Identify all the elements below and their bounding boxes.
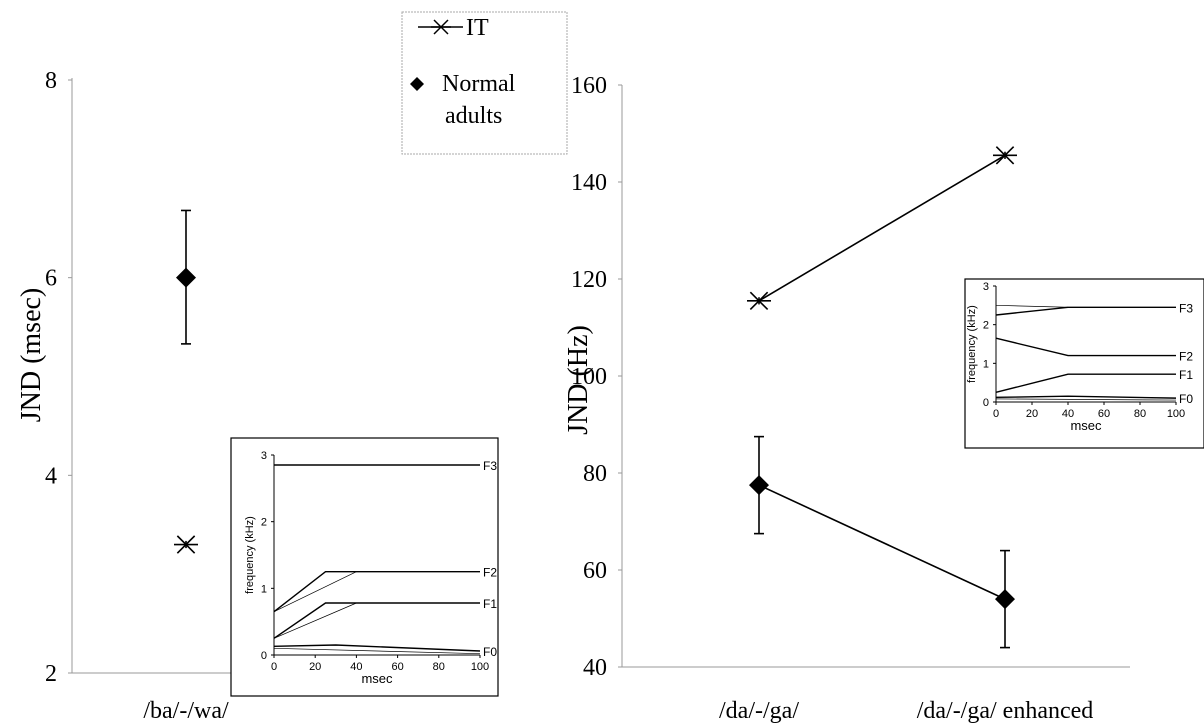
left-inset-formant-line (273, 570, 480, 613)
legend-diamond-icon (410, 77, 424, 91)
right-inset-formant-label: F2 (1179, 350, 1193, 364)
left-x-categories: /ba/-/wa/ (143, 698, 229, 724)
left-y-axis-label: JND (msec) (16, 288, 47, 423)
right-inset-y-tick-label: 0 (983, 397, 989, 409)
right-inset-x-tick-label: 60 (1098, 408, 1110, 420)
right-inset-x-tick-label: 0 (993, 408, 999, 420)
legend-box (401, 11, 568, 155)
right-inset-x-tick-label: 80 (1134, 408, 1146, 420)
right-inset-y-label: frequency (kHz) (966, 305, 978, 383)
left-y-tick-label: 6 (45, 266, 57, 292)
left-inset-x-label: msec (361, 671, 393, 686)
right-normal-point (995, 589, 1015, 610)
left-inset-formant-line (273, 602, 480, 639)
legend-item-it: IT (418, 15, 489, 41)
left-inset-formant-line (273, 602, 357, 639)
right-y-tick-label: 120 (571, 267, 607, 293)
left-inset-y-label: frequency (kHz) (244, 516, 256, 594)
right-y-tick-label: 140 (571, 170, 607, 196)
right-inset-formant-line (995, 304, 1069, 308)
right-it-point (993, 146, 1017, 165)
right-normal-point (749, 475, 769, 496)
left-inset-formant-line (273, 571, 357, 612)
right-x-category-label: /da/-/ga/ (719, 698, 799, 724)
legend-item-normal-adults: Normal adults (410, 71, 516, 129)
right-inset-x-tick-label: 40 (1062, 408, 1074, 420)
left-inset: 0 1 2 3 0 20 40 60 80 100 msec frequency (kHz) F3 F2 F… (230, 437, 499, 697)
right-y-tick-label: 100 (571, 364, 607, 390)
left-inset-y-tick-label: 3 (261, 450, 267, 462)
left-inset-formant-line (273, 644, 481, 652)
right-inset-formant-line (995, 337, 1176, 357)
left-inset-x-tick-label: 20 (309, 661, 321, 673)
right-inset-formant-label: F0 (1179, 392, 1193, 406)
right-x-category-label: /da/-/ga/ enhanced (917, 698, 1094, 724)
right-y-ticks: 40 60 80 100 120 140 160 (571, 73, 622, 681)
legend-label-adults: adults (445, 103, 502, 129)
left-inset-x-tick-label: 60 (391, 661, 403, 673)
right-marks (747, 146, 1017, 649)
left-y-ticks: 2 4 6 8 (45, 68, 72, 687)
right-y-tick-label: 60 (583, 558, 607, 584)
left-inset-formant-label: F0 (483, 645, 497, 659)
right-y-tick-label: 40 (583, 655, 607, 681)
right-inset-x-label: msec (1070, 418, 1102, 433)
right-x-categories: /da/-/ga/ /da/-/ga/ enhanced (719, 698, 1093, 724)
left-inset-x-tick-label: 0 (271, 661, 277, 673)
legend-label-normal: Normal (442, 71, 516, 97)
right-inset-formant-label: F1 (1179, 368, 1193, 382)
right-inset-formant-line (995, 395, 1177, 399)
left-inset-y-tick-label: 1 (261, 583, 267, 595)
right-y-axis-label: JND (Hz) (563, 325, 594, 435)
right-inset-formant-line (995, 373, 1176, 394)
left-inset-box (230, 437, 499, 697)
left-inset-y-tick-label: 2 (261, 517, 267, 529)
right-inset-y-tick-label: 3 (983, 281, 989, 293)
right-inset-formant-line (995, 398, 1177, 401)
left-inset-formant-label: F2 (483, 566, 497, 580)
right-y-tick-label: 160 (571, 73, 607, 99)
legend-asterisk-icon (431, 19, 451, 35)
left-inset-x-tick-label: 100 (471, 661, 489, 673)
left-normal-point (176, 267, 196, 288)
right-inset-y-tick-label: 2 (983, 320, 989, 332)
right-inset-y-tick-label: 1 (983, 358, 989, 370)
left-x-category-label: /ba/-/wa/ (143, 698, 229, 724)
legend-label-it: IT (466, 15, 489, 41)
legend: IT Normal adults (401, 11, 568, 155)
left-y-tick-label: 4 (45, 463, 57, 489)
right-it-point (747, 291, 771, 311)
left-panel: JND (msec) 2 4 6 8 /ba/-/wa/ 0 1 2 3 0 20 40 60 80 1… (16, 68, 499, 724)
left-marks (174, 209, 198, 554)
right-series-line (758, 154, 1006, 302)
right-inset: 0 1 2 3 0 20 40 60 80 100 msec frequency (kHz) F3 F2 F… (964, 278, 1204, 449)
left-inset-x-tick-label: 80 (433, 661, 445, 673)
left-inset-formant-label: F1 (483, 597, 497, 611)
left-y-tick-label: 2 (45, 661, 57, 687)
left-inset-formant-line (273, 647, 481, 655)
right-inset-formant-label: F3 (1179, 301, 1193, 315)
right-inset-x-tick-label: 100 (1167, 408, 1185, 420)
right-inset-x-tick-label: 20 (1026, 408, 1038, 420)
right-series-line (758, 484, 1006, 600)
right-y-tick-label: 80 (583, 461, 607, 487)
left-inset-formant-label: F3 (483, 459, 497, 473)
left-it-point (174, 535, 198, 554)
left-inset-x-tick-label: 40 (350, 661, 362, 673)
left-y-tick-label: 8 (45, 68, 57, 94)
left-inset-y-tick-label: 0 (261, 650, 267, 662)
